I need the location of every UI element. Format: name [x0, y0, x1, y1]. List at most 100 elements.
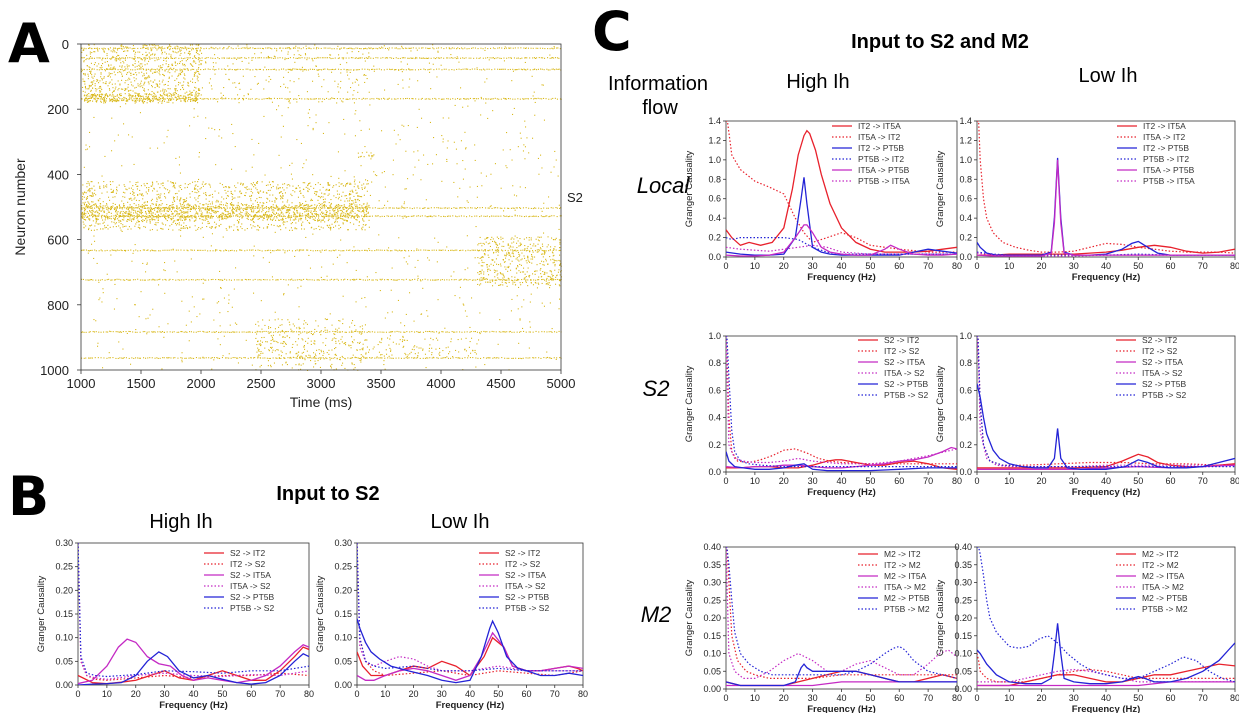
spike-dot — [161, 51, 163, 53]
spike-dot — [102, 292, 104, 294]
spike-dot — [183, 204, 185, 206]
spike-dot — [103, 210, 105, 212]
spike-dot — [552, 258, 554, 260]
spike-dot — [527, 285, 529, 287]
spike-dot — [101, 78, 103, 80]
spike-dot — [186, 207, 188, 209]
spike-dot — [139, 51, 141, 53]
spike-dot — [320, 330, 322, 332]
spike-dot — [355, 192, 357, 194]
spike-dot — [391, 47, 393, 49]
spike-dot — [139, 68, 141, 70]
spike-dot — [108, 49, 110, 51]
spike-dot — [192, 61, 194, 63]
spike-dot — [164, 89, 166, 91]
spike-dot — [241, 228, 243, 230]
spike-dot — [514, 276, 516, 278]
spike-dot — [371, 155, 373, 157]
spike-dot — [199, 218, 201, 220]
spike-dot — [197, 45, 199, 47]
spike-dot — [297, 287, 299, 289]
spike-dot — [361, 348, 363, 350]
spike-dot — [128, 210, 130, 212]
spike-dot — [145, 96, 147, 98]
spike-dot — [446, 356, 448, 358]
spike-dot — [503, 210, 505, 212]
spike-dot — [239, 209, 241, 211]
spike-dot — [252, 192, 254, 194]
spike-dot — [122, 57, 124, 59]
spike-dot — [159, 210, 161, 212]
spike-dot — [246, 208, 248, 210]
spike-dot — [464, 349, 466, 351]
spike-dot — [262, 202, 264, 204]
spike-dot — [301, 352, 303, 354]
spike-dot — [521, 258, 523, 260]
spike-dot — [357, 185, 359, 187]
spike-dot — [516, 247, 518, 249]
spike-dot — [141, 100, 143, 102]
spike-dot — [523, 299, 525, 301]
spike-dot — [180, 184, 182, 186]
spike-dot — [348, 205, 350, 207]
spike-dot — [164, 93, 166, 95]
spike-dot — [267, 223, 269, 225]
spike-dot — [530, 239, 532, 241]
spike-dot — [209, 194, 211, 196]
spike-dot — [183, 211, 185, 213]
spike-dot — [533, 243, 535, 245]
spike-dot — [120, 220, 122, 222]
spike-dot — [204, 219, 206, 221]
spike-dot — [499, 272, 501, 274]
spike-dot — [284, 221, 286, 223]
spike-dot — [268, 81, 270, 83]
spike-dot — [299, 203, 301, 205]
spike-dot — [139, 57, 141, 59]
spike-dot — [537, 251, 539, 253]
spike-dot — [90, 90, 92, 92]
spike-dot — [240, 211, 242, 213]
spike-dot — [497, 247, 499, 249]
spike-dot — [503, 275, 505, 277]
spike-dot — [98, 200, 100, 202]
spike-dot — [304, 53, 306, 55]
spike-dot — [324, 204, 326, 206]
spike-dot — [360, 359, 362, 361]
spike-dot — [278, 357, 280, 359]
spike-dot — [320, 349, 322, 351]
spike-dot — [141, 99, 143, 101]
spike-dot — [497, 244, 499, 246]
spike-dot — [205, 117, 207, 119]
spike-dot — [174, 61, 176, 63]
spike-dot — [148, 75, 150, 77]
spike-dot — [82, 196, 84, 198]
spike-dot — [389, 347, 391, 349]
spike-dot — [91, 224, 93, 226]
spike-dot — [188, 310, 190, 312]
spike-dot — [272, 194, 274, 196]
spike-dot — [258, 196, 260, 198]
spike-dot — [148, 56, 150, 58]
spike-dot — [336, 218, 338, 220]
spike-dot — [90, 85, 92, 87]
spike-dot — [94, 203, 96, 205]
spike-dot — [436, 76, 438, 78]
spike-dot — [520, 244, 522, 246]
spike-dot — [157, 222, 159, 224]
spike-dot — [140, 58, 142, 60]
spike-dot — [397, 83, 399, 85]
spike-dot — [145, 318, 147, 320]
spike-dot — [486, 78, 488, 80]
spike-dot — [152, 215, 154, 217]
spike-dot — [293, 208, 295, 210]
spike-dot — [319, 358, 321, 360]
spike-dot — [502, 259, 504, 261]
spike-dot — [318, 75, 320, 77]
spike-dot — [258, 349, 260, 351]
spike-dot — [195, 97, 197, 99]
spike-dot — [92, 95, 94, 97]
spike-dot — [366, 183, 368, 185]
spike-dot — [366, 48, 368, 50]
spike-dot — [86, 205, 88, 207]
spike-dot — [119, 206, 121, 208]
